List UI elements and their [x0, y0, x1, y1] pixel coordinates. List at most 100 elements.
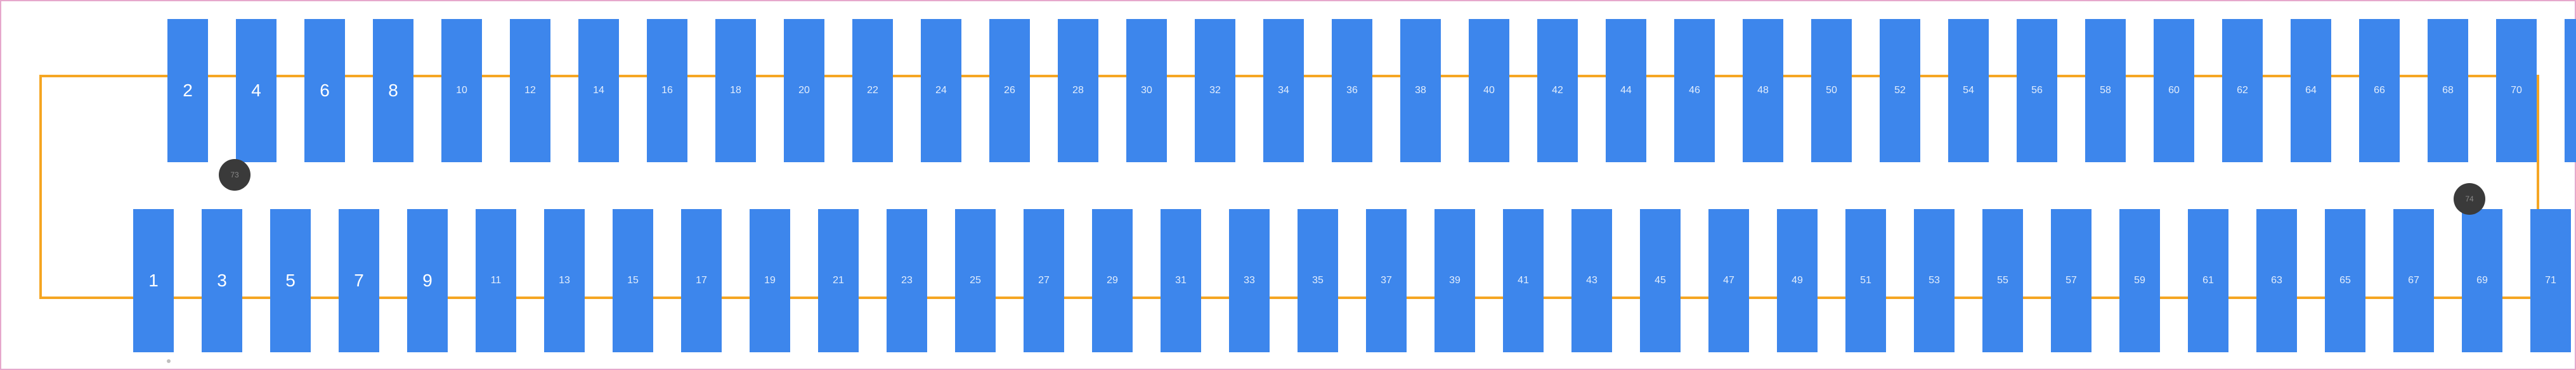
pad-label-55: 55	[1997, 276, 2008, 286]
pad-44: 44	[1606, 19, 1646, 162]
pad-26: 26	[989, 19, 1030, 162]
pad-label-9: 9	[422, 272, 433, 290]
pad-label-11: 11	[491, 276, 502, 286]
pad-label-59: 59	[2134, 276, 2145, 286]
pad-4: 4	[236, 19, 276, 162]
pad-label-35: 35	[1312, 276, 1324, 286]
pad-55: 55	[1982, 209, 2023, 352]
pad-17: 17	[681, 209, 722, 352]
pad-label-40: 40	[1483, 86, 1495, 96]
hole-74: 74	[2454, 183, 2485, 215]
pad-label-26: 26	[1004, 86, 1015, 96]
pad-15: 15	[613, 209, 653, 352]
pad-label-38: 38	[1415, 86, 1426, 96]
pad-24: 24	[921, 19, 961, 162]
pad-22: 22	[852, 19, 893, 162]
pad-62: 62	[2222, 19, 2263, 162]
pad-label-4: 4	[251, 82, 261, 99]
pad-label-51: 51	[1860, 276, 1871, 286]
pad-21: 21	[818, 209, 859, 352]
pad-51: 51	[1845, 209, 1886, 352]
pad-label-69: 69	[2476, 276, 2488, 286]
pad-label-44: 44	[1620, 86, 1632, 96]
pad-45: 45	[1640, 209, 1681, 352]
pad-label-29: 29	[1107, 276, 1118, 286]
pad-3: 3	[202, 209, 242, 352]
pad-68: 68	[2428, 19, 2468, 162]
pad-label-63: 63	[2271, 276, 2282, 286]
footprint-canvas: 2468101214161820222426283032343638404244…	[0, 0, 2576, 370]
pad-label-70: 70	[2511, 86, 2522, 96]
pad-7: 7	[339, 209, 379, 352]
pad-10: 10	[441, 19, 482, 162]
pad-label-58: 58	[2100, 86, 2111, 96]
pad-label-48: 48	[1757, 86, 1769, 96]
pad-5: 5	[270, 209, 311, 352]
pad-label-27: 27	[1038, 276, 1050, 286]
pad-label-37: 37	[1381, 276, 1392, 286]
pad-label-25: 25	[970, 276, 981, 286]
pad-label-52: 52	[1894, 86, 1906, 96]
pad-label-60: 60	[2168, 86, 2180, 96]
pad-42: 42	[1537, 19, 1578, 162]
pad-label-47: 47	[1723, 276, 1734, 286]
pad-label-53: 53	[1929, 276, 1940, 286]
pad-label-16: 16	[661, 86, 673, 96]
pad-label-32: 32	[1209, 86, 1221, 96]
pad-63: 63	[2256, 209, 2297, 352]
pad-38: 38	[1400, 19, 1441, 162]
pad-56: 56	[2017, 19, 2057, 162]
pad-14: 14	[578, 19, 619, 162]
pad-67: 67	[2393, 209, 2434, 352]
pad-43: 43	[1571, 209, 1612, 352]
pad-49: 49	[1777, 209, 1818, 352]
pad-58: 58	[2085, 19, 2126, 162]
pad-label-7: 7	[354, 272, 364, 290]
pad-label-30: 30	[1141, 86, 1152, 96]
pad-label-5: 5	[285, 272, 296, 290]
pad-label-34: 34	[1278, 86, 1289, 96]
pad-label-23: 23	[901, 276, 913, 286]
pad-25: 25	[955, 209, 996, 352]
pad-13: 13	[544, 209, 585, 352]
pad-label-43: 43	[1586, 276, 1597, 286]
pad-66: 66	[2359, 19, 2400, 162]
origin-dot	[167, 359, 171, 363]
pad-16: 16	[647, 19, 687, 162]
pad-label-57: 57	[2065, 276, 2077, 286]
pad-30: 30	[1126, 19, 1167, 162]
pad-label-13: 13	[559, 276, 570, 286]
pad-label-20: 20	[798, 86, 810, 96]
pad-19: 19	[750, 209, 790, 352]
pad-46: 46	[1674, 19, 1715, 162]
pad-12: 12	[510, 19, 550, 162]
pad-6: 6	[304, 19, 345, 162]
pad-label-36: 36	[1346, 86, 1358, 96]
pad-70: 70	[2496, 19, 2537, 162]
hole-label-73: 73	[230, 171, 238, 179]
pad-57: 57	[2051, 209, 2091, 352]
pad-60: 60	[2154, 19, 2194, 162]
pad-label-18: 18	[730, 86, 741, 96]
pad-34: 34	[1263, 19, 1304, 162]
pad-71: 71	[2530, 209, 2571, 352]
pad-72: 72	[2565, 19, 2576, 162]
pad-label-65: 65	[2339, 276, 2351, 286]
pad-label-22: 22	[867, 86, 878, 96]
pad-37: 37	[1366, 209, 1407, 352]
pad-20: 20	[784, 19, 824, 162]
pad-label-64: 64	[2305, 86, 2317, 96]
pad-label-49: 49	[1792, 276, 1803, 286]
pad-label-62: 62	[2237, 86, 2248, 96]
pad-label-12: 12	[524, 86, 536, 96]
pad-9: 9	[407, 209, 448, 352]
pad-label-61: 61	[2202, 276, 2214, 286]
pad-27: 27	[1024, 209, 1064, 352]
pad-35: 35	[1298, 209, 1338, 352]
pad-18: 18	[715, 19, 756, 162]
pad-52: 52	[1880, 19, 1920, 162]
pad-39: 39	[1434, 209, 1475, 352]
pad-label-21: 21	[833, 276, 844, 286]
pad-label-67: 67	[2408, 276, 2419, 286]
pad-54: 54	[1948, 19, 1989, 162]
